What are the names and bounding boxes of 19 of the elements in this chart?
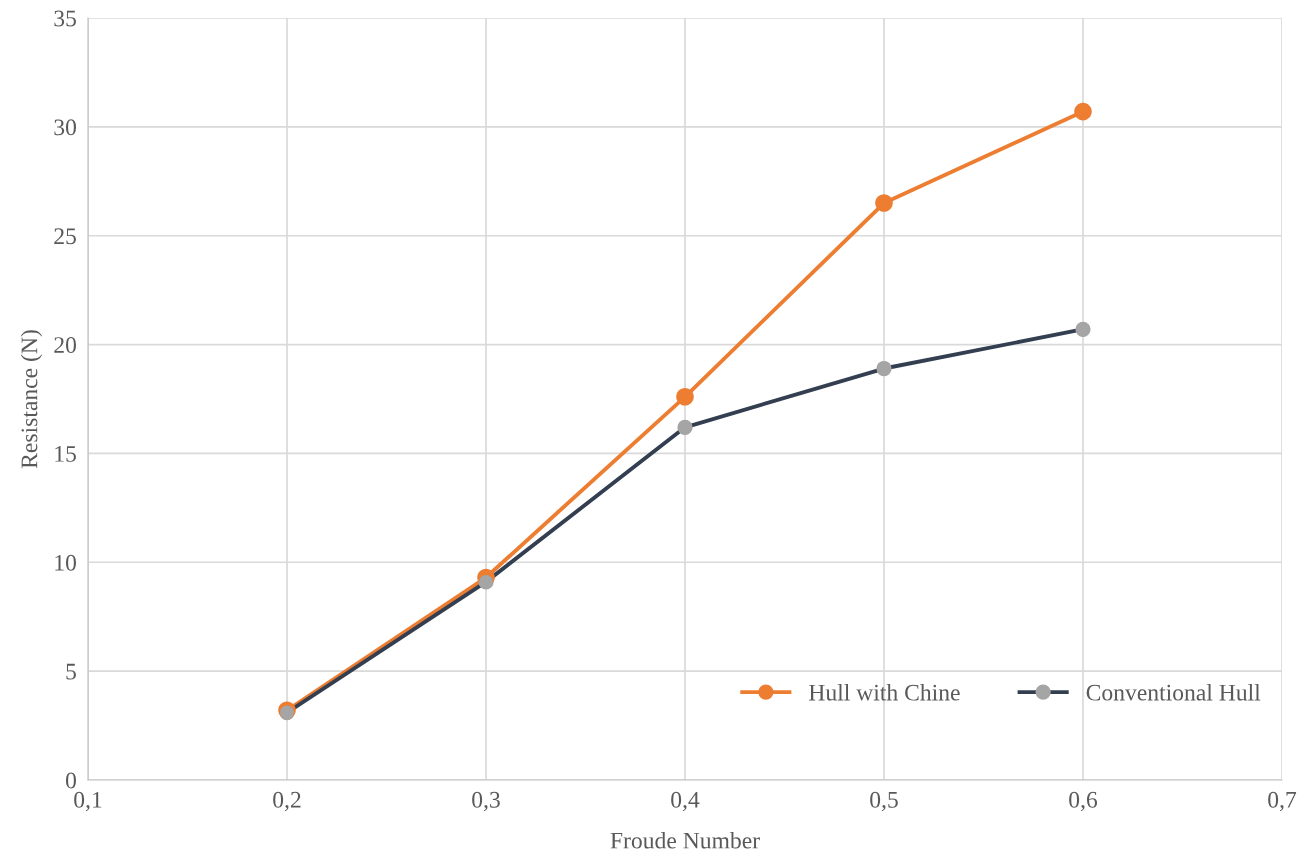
x-tick-label: 0,2: [273, 791, 301, 812]
y-tick-label: 5: [66, 663, 76, 680]
y-tick-label: 35: [54, 10, 76, 27]
legend-label: Hull with Chine: [809, 684, 960, 701]
x-tick-label: 0,3: [472, 791, 500, 812]
y-axis-title: Resistance (N): [20, 330, 43, 469]
y-tick-label: 30: [54, 119, 76, 136]
y-tick-label: 0: [65, 772, 76, 789]
y-tick-label: 20: [54, 337, 76, 353]
y-tick-label: 10: [55, 554, 76, 571]
x-axis-title: Froude Number: [610, 831, 760, 849]
x-tick-label: 0,1: [74, 791, 102, 812]
x-tick-label: 0,4: [671, 791, 700, 812]
legend-label: Conventional Hull: [1086, 684, 1261, 701]
y-tick-label: 15: [55, 446, 76, 462]
x-tick-label: 0,6: [1069, 791, 1098, 812]
y-tick-label: 25: [54, 228, 76, 245]
x-tick-label: 0,5: [870, 791, 898, 812]
x-tick-label: 0,7: [1268, 791, 1297, 812]
